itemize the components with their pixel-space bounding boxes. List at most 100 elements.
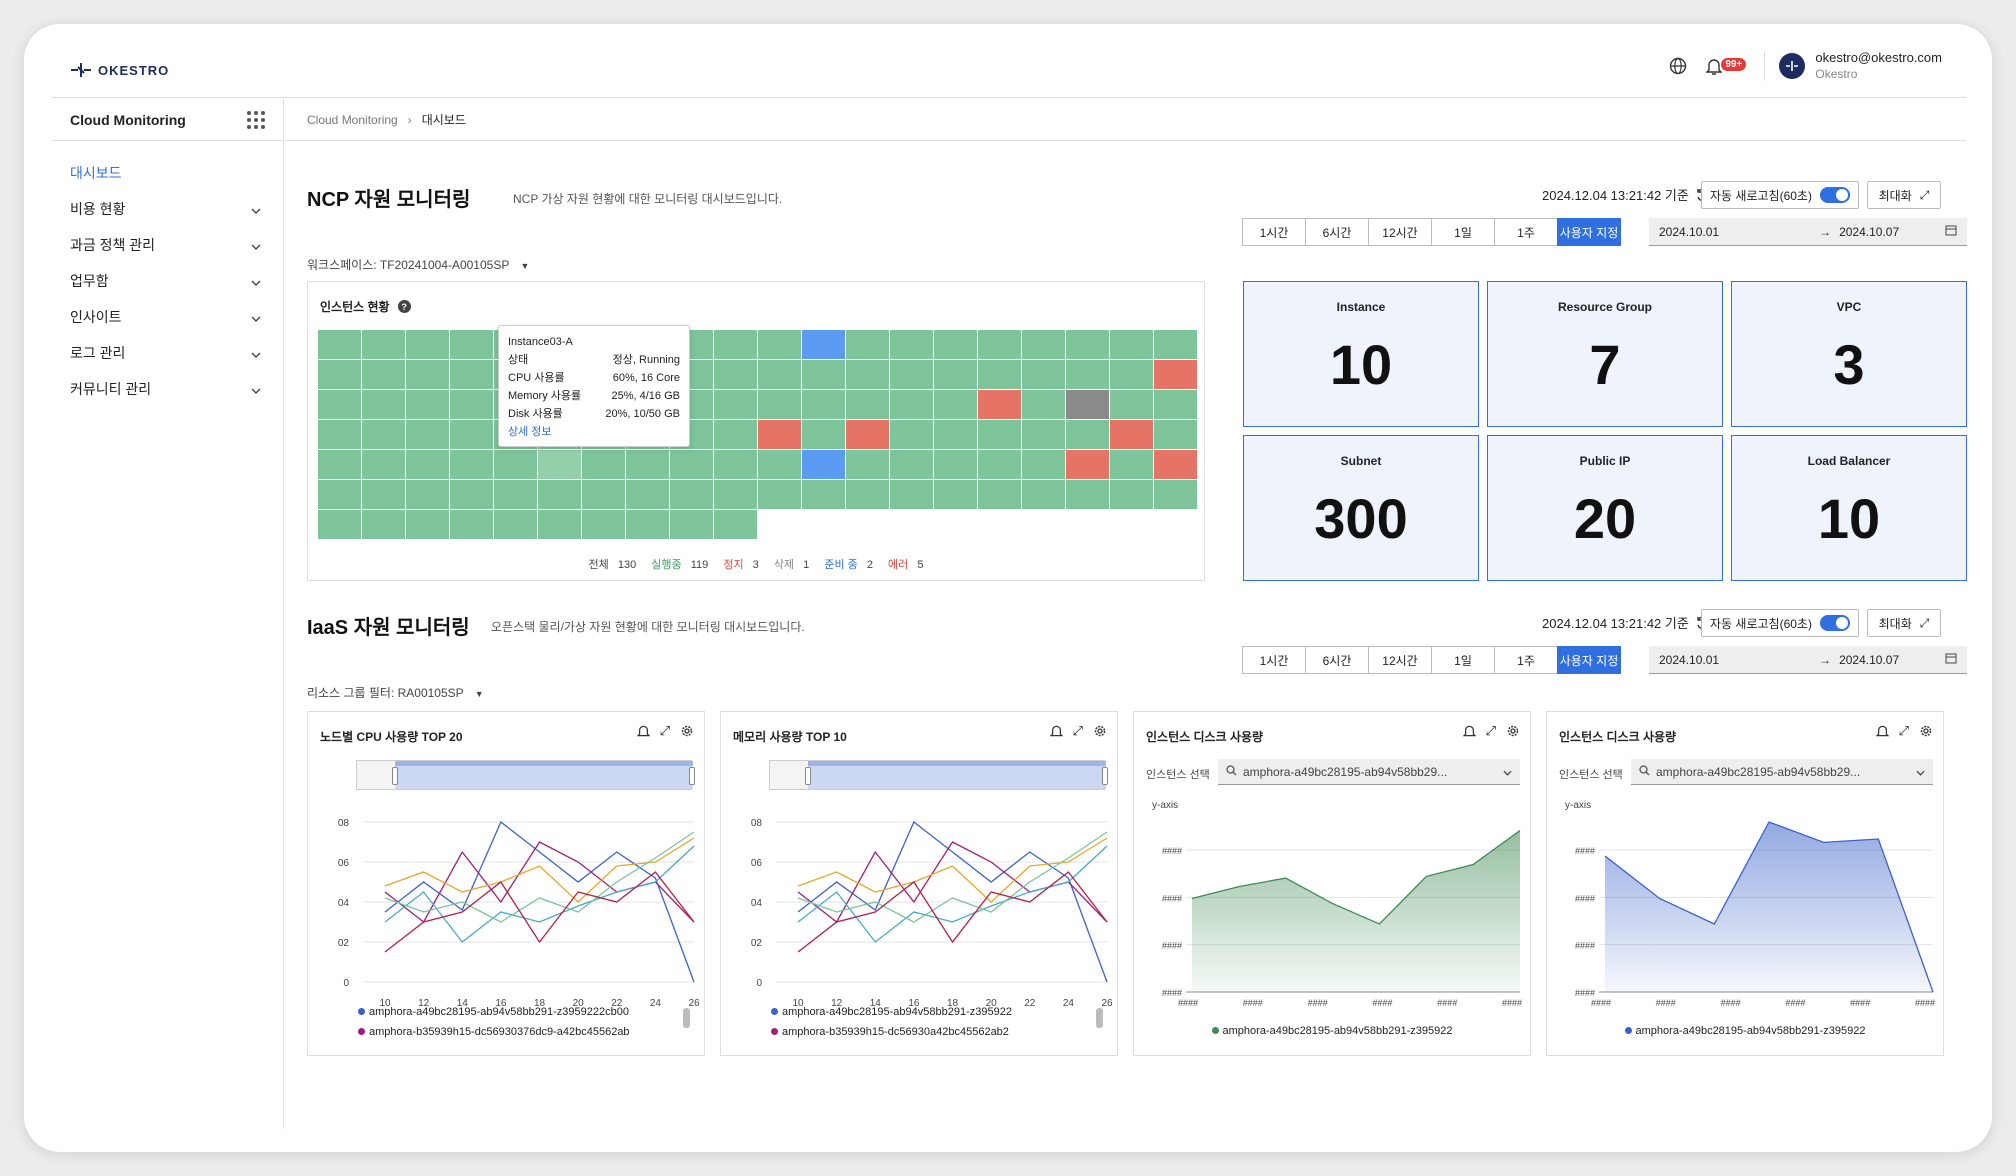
instance-cell[interactable]	[406, 480, 449, 509]
resource-group-filter[interactable]: 리소스 그룹 필터: RA00105SP ▼	[307, 684, 484, 701]
range-tab[interactable]: 1시간	[1242, 218, 1306, 246]
instance-cell[interactable]	[362, 510, 405, 539]
instance-cell[interactable]	[670, 480, 713, 509]
instance-cell[interactable]	[934, 390, 977, 419]
instance-cell[interactable]	[934, 360, 977, 389]
expand-icon[interactable]: ⤢	[1072, 723, 1083, 738]
zoom-handle-left[interactable]	[392, 767, 398, 785]
instance-cell[interactable]	[538, 450, 581, 479]
instance-select[interactable]: amphora-a49bc28195-ab94v58bb29...	[1218, 759, 1520, 785]
instance-cell[interactable]	[318, 360, 361, 389]
range-tab[interactable]: 1시간	[1242, 646, 1306, 674]
instance-cell[interactable]	[362, 480, 405, 509]
instance-cell[interactable]	[890, 360, 933, 389]
instance-cell[interactable]	[1154, 420, 1197, 449]
instance-cell[interactable]	[494, 450, 537, 479]
legend-scrollbar[interactable]	[683, 1008, 690, 1028]
instance-cell[interactable]	[758, 390, 801, 419]
instance-cell[interactable]	[626, 480, 669, 509]
gear-icon[interactable]	[1506, 724, 1520, 743]
zoom-handle-right[interactable]	[689, 767, 695, 785]
instance-cell[interactable]	[1154, 480, 1197, 509]
instance-cell[interactable]	[978, 360, 1021, 389]
calendar-icon[interactable]	[1945, 224, 1957, 239]
instance-cell[interactable]	[1154, 360, 1197, 389]
instance-cell[interactable]	[714, 390, 757, 419]
stat-card[interactable]: VPC 3	[1731, 281, 1967, 427]
range-tab[interactable]: 1일	[1431, 646, 1495, 674]
help-icon[interactable]: ?	[397, 300, 411, 313]
workspace-selector[interactable]: 워크스페이스: TF20241004-A00105SP ▼	[307, 256, 529, 273]
instance-cell[interactable]	[450, 390, 493, 419]
instance-cell[interactable]	[978, 390, 1021, 419]
zoom-slider[interactable]	[769, 760, 1108, 790]
toggle-switch[interactable]	[1819, 615, 1850, 631]
range-tab[interactable]: 12시간	[1368, 646, 1432, 674]
range-tab[interactable]: 6시간	[1305, 218, 1369, 246]
instance-cell[interactable]	[450, 360, 493, 389]
bell-icon[interactable]	[1462, 724, 1477, 743]
instance-cell[interactable]	[494, 510, 537, 539]
instance-cell[interactable]	[714, 420, 757, 449]
instance-cell[interactable]	[538, 480, 581, 509]
instance-cell[interactable]	[626, 510, 669, 539]
instance-cell[interactable]	[1022, 360, 1065, 389]
legend-item[interactable]: amphora-a49bc28195-ab94v58bb291-z395922	[771, 1006, 1012, 1018]
instance-cell[interactable]	[670, 450, 713, 479]
sidebar-item[interactable]: 인사이트	[52, 299, 283, 335]
instance-cell[interactable]	[758, 420, 801, 449]
instance-cell[interactable]	[450, 420, 493, 449]
instance-cell[interactable]	[582, 510, 625, 539]
range-tab[interactable]: 6시간	[1305, 646, 1369, 674]
maximize-button[interactable]: 최대화 ⤢	[1867, 181, 1941, 209]
user-info[interactable]: okestro@okestro.com Okestro	[1815, 50, 1942, 81]
instance-cell[interactable]	[1066, 480, 1109, 509]
zoom-window[interactable]	[808, 761, 1106, 789]
instance-cell[interactable]	[934, 480, 977, 509]
instance-cell[interactable]	[450, 480, 493, 509]
range-tab[interactable]: 사용자 지정	[1557, 218, 1621, 246]
instance-cell[interactable]	[890, 450, 933, 479]
instance-cell[interactable]	[362, 450, 405, 479]
legend-scrollbar[interactable]	[1096, 1008, 1103, 1028]
instance-cell[interactable]	[978, 450, 1021, 479]
instance-cell[interactable]	[1110, 450, 1153, 479]
instance-cell[interactable]	[1066, 360, 1109, 389]
instance-cell[interactable]	[978, 480, 1021, 509]
range-tab[interactable]: 사용자 지정	[1557, 646, 1621, 674]
instance-cell[interactable]	[714, 450, 757, 479]
legend-item[interactable]: amphora-b35939h15-dc56930a42bc45562ab2	[771, 1026, 1009, 1038]
stat-card[interactable]: Instance 10	[1243, 281, 1479, 427]
range-tab[interactable]: 1일	[1431, 218, 1495, 246]
instance-cell[interactable]	[1154, 330, 1197, 359]
logo[interactable]: OKESTRO	[70, 62, 169, 78]
sidebar-item[interactable]: 비용 현황	[52, 191, 283, 227]
ncp-date-range[interactable]: 2024.10.01 → 2024.10.07	[1649, 218, 1967, 246]
toggle-switch[interactable]	[1819, 187, 1850, 203]
instance-cell[interactable]	[802, 480, 845, 509]
instance-cell[interactable]	[890, 390, 933, 419]
zoom-window[interactable]	[395, 761, 693, 789]
instance-cell[interactable]	[1066, 420, 1109, 449]
sidebar-item[interactable]: 로그 관리	[52, 335, 283, 371]
instance-cell[interactable]	[846, 450, 889, 479]
bell-icon[interactable]	[636, 724, 651, 743]
bell-icon[interactable]	[1875, 724, 1890, 743]
sidebar-item[interactable]: 과금 정책 관리	[52, 227, 283, 263]
instance-cell[interactable]	[758, 450, 801, 479]
instance-cell[interactable]	[714, 480, 757, 509]
instance-cell[interactable]	[978, 330, 1021, 359]
instance-cell[interactable]	[802, 390, 845, 419]
instance-cell[interactable]	[362, 330, 405, 359]
calendar-icon[interactable]	[1945, 652, 1957, 667]
legend-item[interactable]: amphora-a49bc28195-ab94v58bb291-z395922	[1134, 1025, 1530, 1037]
instance-cell[interactable]	[1066, 390, 1109, 419]
instance-cell[interactable]	[758, 330, 801, 359]
instance-cell[interactable]	[714, 330, 757, 359]
instance-cell[interactable]	[1066, 330, 1109, 359]
instance-cell[interactable]	[1066, 450, 1109, 479]
instance-cell[interactable]	[846, 360, 889, 389]
instance-cell[interactable]	[406, 510, 449, 539]
instance-cell[interactable]	[934, 420, 977, 449]
instance-cell[interactable]	[626, 450, 669, 479]
